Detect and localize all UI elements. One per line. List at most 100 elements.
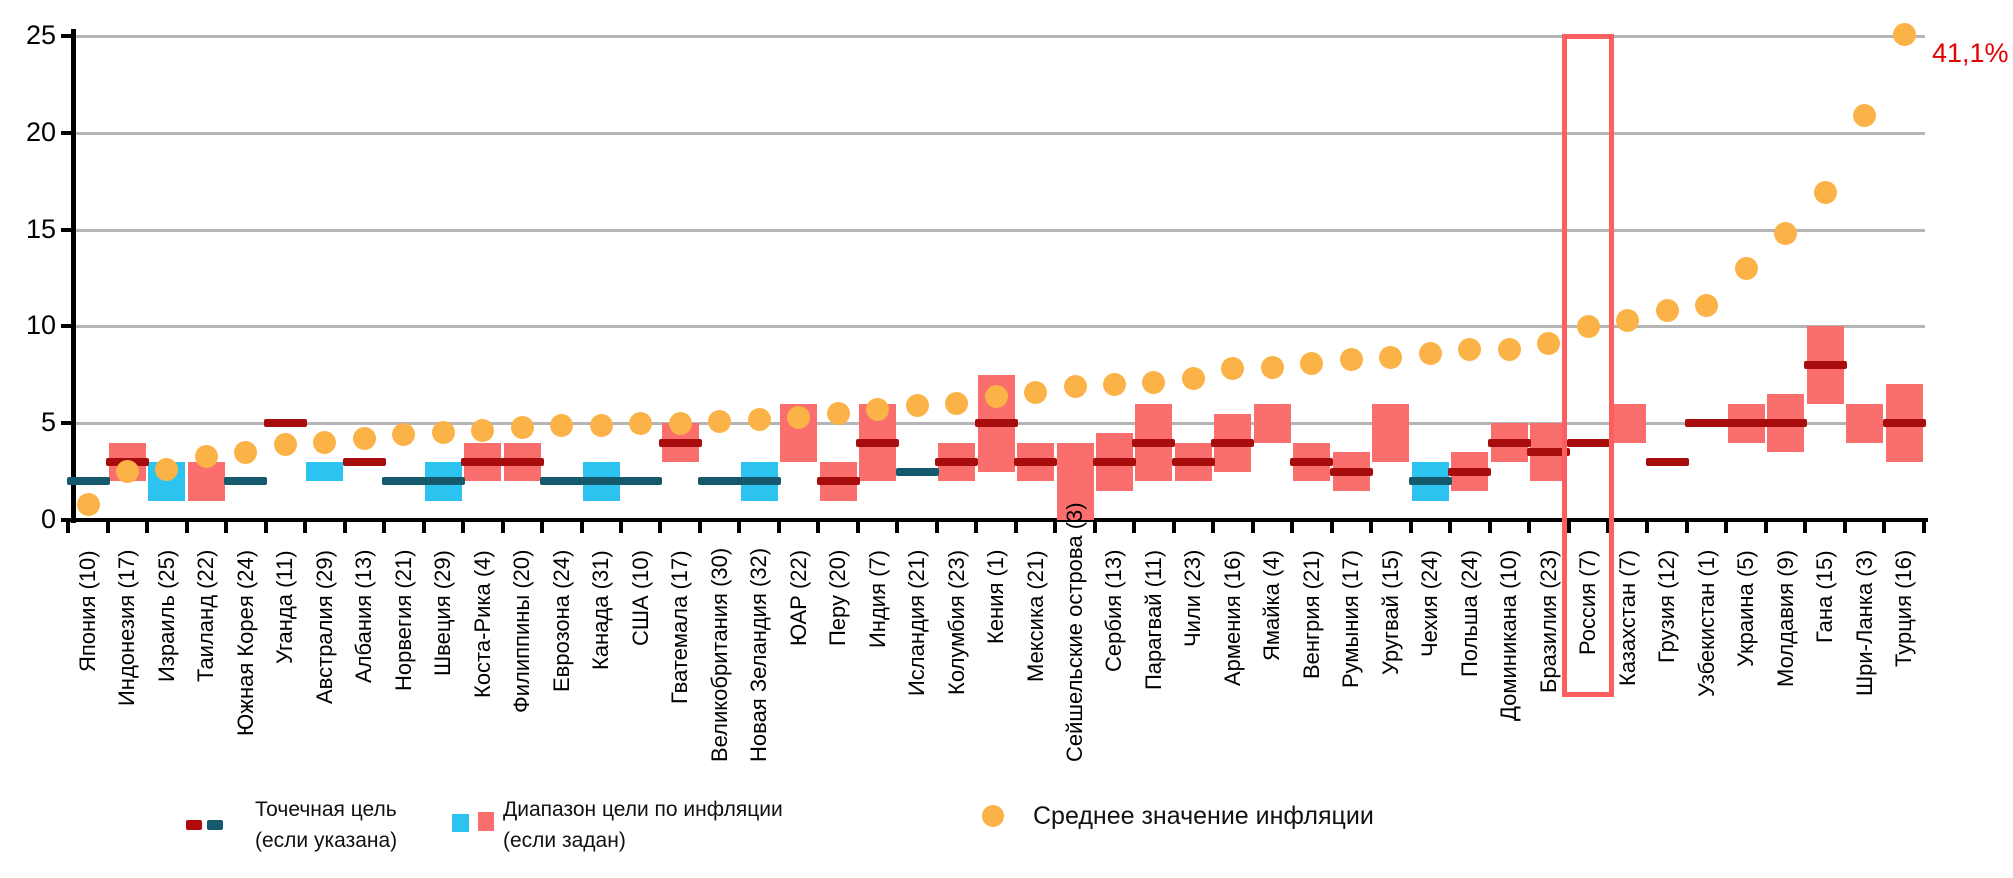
point-target-44: [1803, 361, 1847, 370]
point-target-14: [619, 477, 663, 486]
avg-dot-29: [1221, 357, 1245, 381]
gridline-25: [76, 35, 1925, 38]
country-label-20: Индия (7): [864, 550, 890, 649]
country-label-18: ЮАР (22): [785, 550, 811, 647]
avg-dot-35: [1458, 338, 1482, 362]
avg-inflation-dot-icon: [982, 805, 1004, 827]
country-label-44: Гана (15): [1812, 550, 1838, 643]
target-band-45: [1846, 403, 1884, 443]
country-label-41: Узбекистан (1): [1693, 550, 1719, 698]
avg-dot-18: [787, 405, 811, 429]
point-target-34: [1408, 477, 1452, 486]
x-tick-mark-15: [658, 520, 663, 533]
avg-dot-12: [550, 413, 574, 437]
point-target-31: [1290, 457, 1334, 466]
x-tick-mark-17: [737, 520, 742, 533]
avg-dot-42: [1734, 256, 1758, 280]
country-label-39: Казахстан (7): [1614, 550, 1640, 687]
point-target-7: [342, 457, 386, 466]
avg-dot-40: [1655, 299, 1679, 323]
avg-dot-3: [194, 444, 218, 468]
russia-highlight-box: [1562, 34, 1615, 697]
country-label-22: Колумбия (23): [943, 550, 969, 696]
legend-point-target-line1: Точечная цель: [255, 798, 397, 821]
x-tick-mark-7: [342, 520, 347, 533]
avg-dot-6: [313, 431, 337, 455]
x-axis: [71, 518, 1928, 522]
country-label-28: Чили (23): [1180, 550, 1206, 648]
y-tick-label-20: 20: [25, 116, 56, 147]
point-target-15: [658, 438, 702, 447]
x-tick-mark-41: [1684, 520, 1689, 533]
x-tick-mark-12: [540, 520, 545, 533]
avg-dot-27: [1142, 371, 1166, 395]
avg-dot-16: [708, 409, 732, 433]
country-label-1: Индонезия (17): [114, 550, 140, 707]
avg-dot-34: [1418, 342, 1442, 365]
country-label-0: Япония (10): [75, 550, 100, 672]
avg-dot-0: [76, 493, 100, 516]
x-tick-mark-44: [1803, 520, 1808, 533]
target-band-25: [1056, 442, 1094, 520]
point-target-22: [935, 457, 979, 466]
x-tick-mark-42: [1724, 520, 1729, 533]
point-target-19: [816, 477, 860, 486]
x-tick-mark-19: [816, 520, 821, 533]
gridline-10: [76, 325, 1925, 329]
country-label-10: Коста-Рика (4): [469, 550, 495, 698]
avg-dot-23: [984, 384, 1008, 408]
legend-point-target-label: Точечная цель (если указана): [255, 794, 397, 856]
x-tick-mark-29: [1211, 520, 1216, 533]
avg-dot-19: [826, 402, 850, 426]
country-label-12: Еврозона (24): [548, 550, 574, 693]
avg-dot-1: [115, 460, 139, 484]
avg-dot-26: [1102, 372, 1126, 396]
point-target-darkred-dash-icon: [186, 820, 202, 830]
country-label-19: Перу (20): [825, 550, 851, 647]
avg-dot-25: [1063, 374, 1087, 398]
country-label-13: Канада (31): [588, 550, 614, 670]
x-tick-mark-27: [1132, 520, 1137, 533]
point-target-teal-dash-icon: [207, 820, 223, 830]
y-axis: [71, 29, 76, 523]
point-target-43: [1764, 419, 1808, 428]
y-tick-mark-5: [61, 421, 75, 426]
point-target-17: [737, 477, 781, 486]
country-label-38: Россия (7): [1575, 550, 1601, 656]
x-tick-mark-32: [1329, 520, 1334, 533]
country-label-27: Парагвай (11): [1140, 550, 1166, 691]
legend-avg-inflation-label: Среднее значение инфляции: [1033, 802, 1374, 831]
point-target-26: [1092, 457, 1136, 466]
point-target-40: [1645, 457, 1689, 466]
x-tick-mark-34: [1408, 520, 1413, 533]
legend-target-range-label: Диапазон цели по инфляции (если задан): [503, 794, 783, 856]
country-label-2: Израиль (25): [153, 550, 179, 683]
point-target-36: [1487, 438, 1531, 447]
avg-dot-33: [1379, 345, 1403, 369]
avg-dot-4: [234, 440, 258, 464]
country-label-33: Уругвай (15): [1377, 550, 1403, 676]
country-label-35: Польша (24): [1456, 550, 1482, 677]
point-target-8: [382, 477, 426, 486]
avg-dot-8: [392, 423, 416, 447]
x-tick-mark-43: [1763, 520, 1768, 533]
country-label-25: Сейшельские острова (3): [1062, 502, 1087, 762]
avg-dot-11: [510, 415, 534, 439]
y-tick-label-10: 10: [25, 310, 56, 341]
avg-dot-7: [352, 427, 376, 451]
country-label-26: Сербия (13): [1101, 550, 1127, 673]
x-tick-mark-47: [1921, 520, 1926, 533]
gridline-15: [76, 228, 1925, 232]
point-target-46: [1882, 419, 1926, 428]
y-tick-label-5: 5: [40, 407, 56, 438]
country-label-40: Грузия (12): [1654, 550, 1680, 664]
point-target-23: [974, 419, 1018, 428]
gridline-20: [76, 131, 1925, 135]
x-tick-mark-37: [1527, 520, 1532, 533]
point-target-21: [895, 467, 939, 476]
avg-dot-32: [1339, 347, 1363, 371]
country-label-6: Австралия (29): [311, 550, 337, 704]
x-tick-mark-5: [263, 520, 268, 533]
x-tick-mark-25: [1053, 520, 1058, 533]
x-tick-mark-1: [105, 520, 110, 533]
